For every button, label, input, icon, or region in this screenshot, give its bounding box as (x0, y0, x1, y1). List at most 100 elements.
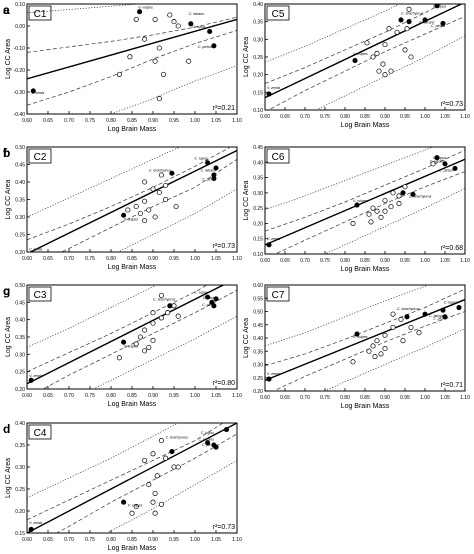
x-tick-label: 0.95 (169, 393, 179, 399)
confidence-interval-lower (267, 16, 465, 110)
data-point-open (372, 353, 378, 360)
panel-label: C2 (34, 152, 47, 163)
data-point-open (160, 71, 167, 77)
data-point-open (150, 186, 156, 192)
y-tick-label: 0.20 (15, 250, 25, 256)
y-tick-label: 0.55 (253, 296, 263, 302)
data-point-open (116, 71, 122, 77)
data-point-open (158, 438, 164, 444)
panel-d: d C4 0.60 0.65 0.70 0.75 0.80 0.85 0.90 0.95 1.00 1… (3, 421, 242, 552)
data-point-filled (209, 299, 215, 305)
x-tick-label: 1.00 (420, 395, 430, 401)
y-tick-label: 0.00 (15, 24, 25, 30)
data-point-filled (456, 304, 462, 311)
y-tick-label: 0.35 (15, 443, 25, 449)
data-point-open (156, 189, 162, 196)
data-point-open (382, 332, 388, 338)
x-tick-label: 0.75 (85, 393, 95, 399)
data-point-open (374, 208, 380, 214)
data-point-open (404, 26, 410, 32)
data-point-filled (213, 444, 219, 450)
data-point-open (402, 47, 408, 53)
data-point-filled (400, 190, 406, 196)
species-annotation: C. brachyurus (409, 194, 432, 198)
data-point-open (350, 359, 356, 365)
species-annotation: V. zerda (31, 91, 44, 95)
data-point-open (175, 464, 181, 470)
data-point-filled (169, 170, 175, 176)
x-tick-label: 0.65 (280, 258, 290, 264)
data-point-open (386, 26, 392, 32)
x-tick-label: 0.80 (106, 537, 116, 543)
species-annotation: V. zerda (267, 372, 280, 376)
data-point-open (376, 68, 382, 74)
panel-label-box (266, 5, 290, 21)
species-annotation: V. zerda (29, 521, 42, 525)
data-point-open (156, 96, 162, 102)
x-tick-label: 0.65 (43, 256, 53, 262)
data-point-open (171, 464, 177, 470)
x-tick-label: 0.60 (22, 256, 32, 262)
data-point-open (171, 303, 177, 309)
x-tick-label: 0.90 (380, 395, 390, 401)
data-point-open (152, 490, 158, 496)
data-point-open (165, 310, 171, 316)
data-point-open (370, 54, 376, 60)
prediction-interval-upper (265, 285, 430, 347)
x-tick-label: 1.05 (211, 537, 221, 543)
x-tick-label: 0.80 (106, 256, 116, 262)
data-point-open (158, 172, 164, 178)
x-tick-label: 1.10 (460, 395, 470, 401)
y-tick-label: 0.40 (15, 421, 25, 427)
x-tick-label: 1.10 (460, 114, 470, 120)
data-point-open (125, 207, 131, 213)
panel-label-box (28, 286, 52, 302)
panel-b: b C2 0.60 0.65 0.70 0.75 0.80 0.85 0.90 0.95 1.00 1… (3, 145, 242, 271)
data-point-filled (434, 4, 440, 9)
data-point-filled (422, 17, 428, 23)
species-annotation: C. pictus (202, 443, 216, 447)
species-annotation: V. vulpes (138, 5, 153, 9)
x-tick-label: 0.95 (169, 537, 179, 543)
panel-label-box (28, 5, 52, 21)
confidence-interval-lower (274, 171, 465, 254)
x-tick-label: 0.95 (169, 256, 179, 262)
x-tick-label: 0.70 (64, 118, 74, 124)
species-annotation: C. pictus (198, 45, 212, 49)
x-tick-label: 0.70 (300, 395, 310, 401)
species-annotation: V. vulpes (124, 218, 139, 222)
species-annotation: V. vulpes (353, 335, 368, 339)
data-point-filled (121, 499, 127, 505)
data-point-open (163, 196, 169, 203)
y-axis-label: Log CC Area (5, 39, 12, 79)
data-point-filled (442, 161, 448, 167)
data-point-filled (434, 155, 440, 161)
data-point-filled (266, 242, 272, 248)
prediction-interval-upper (265, 147, 435, 211)
data-point-open (158, 501, 164, 507)
data-point-open (380, 61, 386, 67)
x-tick-label: 0.95 (400, 114, 410, 120)
x-axis-label: Log Brain Mass (341, 122, 390, 129)
x-axis-label: Log Brain Mass (108, 545, 157, 552)
y-tick-label: 0.40 (15, 180, 25, 186)
species-annotation: C. latrans (199, 438, 215, 442)
data-point-open (167, 12, 173, 18)
data-point-open (408, 54, 414, 60)
data-point-open (396, 201, 402, 207)
x-tick-label: 0.75 (85, 118, 95, 124)
species-annotation: C. lupus (201, 431, 214, 435)
data-point-open (127, 54, 133, 60)
y-tick-label: 0.25 (253, 206, 263, 212)
data-point-open (152, 510, 158, 516)
data-point-open (133, 16, 139, 22)
panel-label: C6 (272, 152, 285, 163)
data-point-open (146, 482, 152, 488)
species-annotation: C. lupus (444, 301, 457, 305)
data-point-filled (266, 376, 272, 382)
data-point-open (133, 203, 139, 210)
